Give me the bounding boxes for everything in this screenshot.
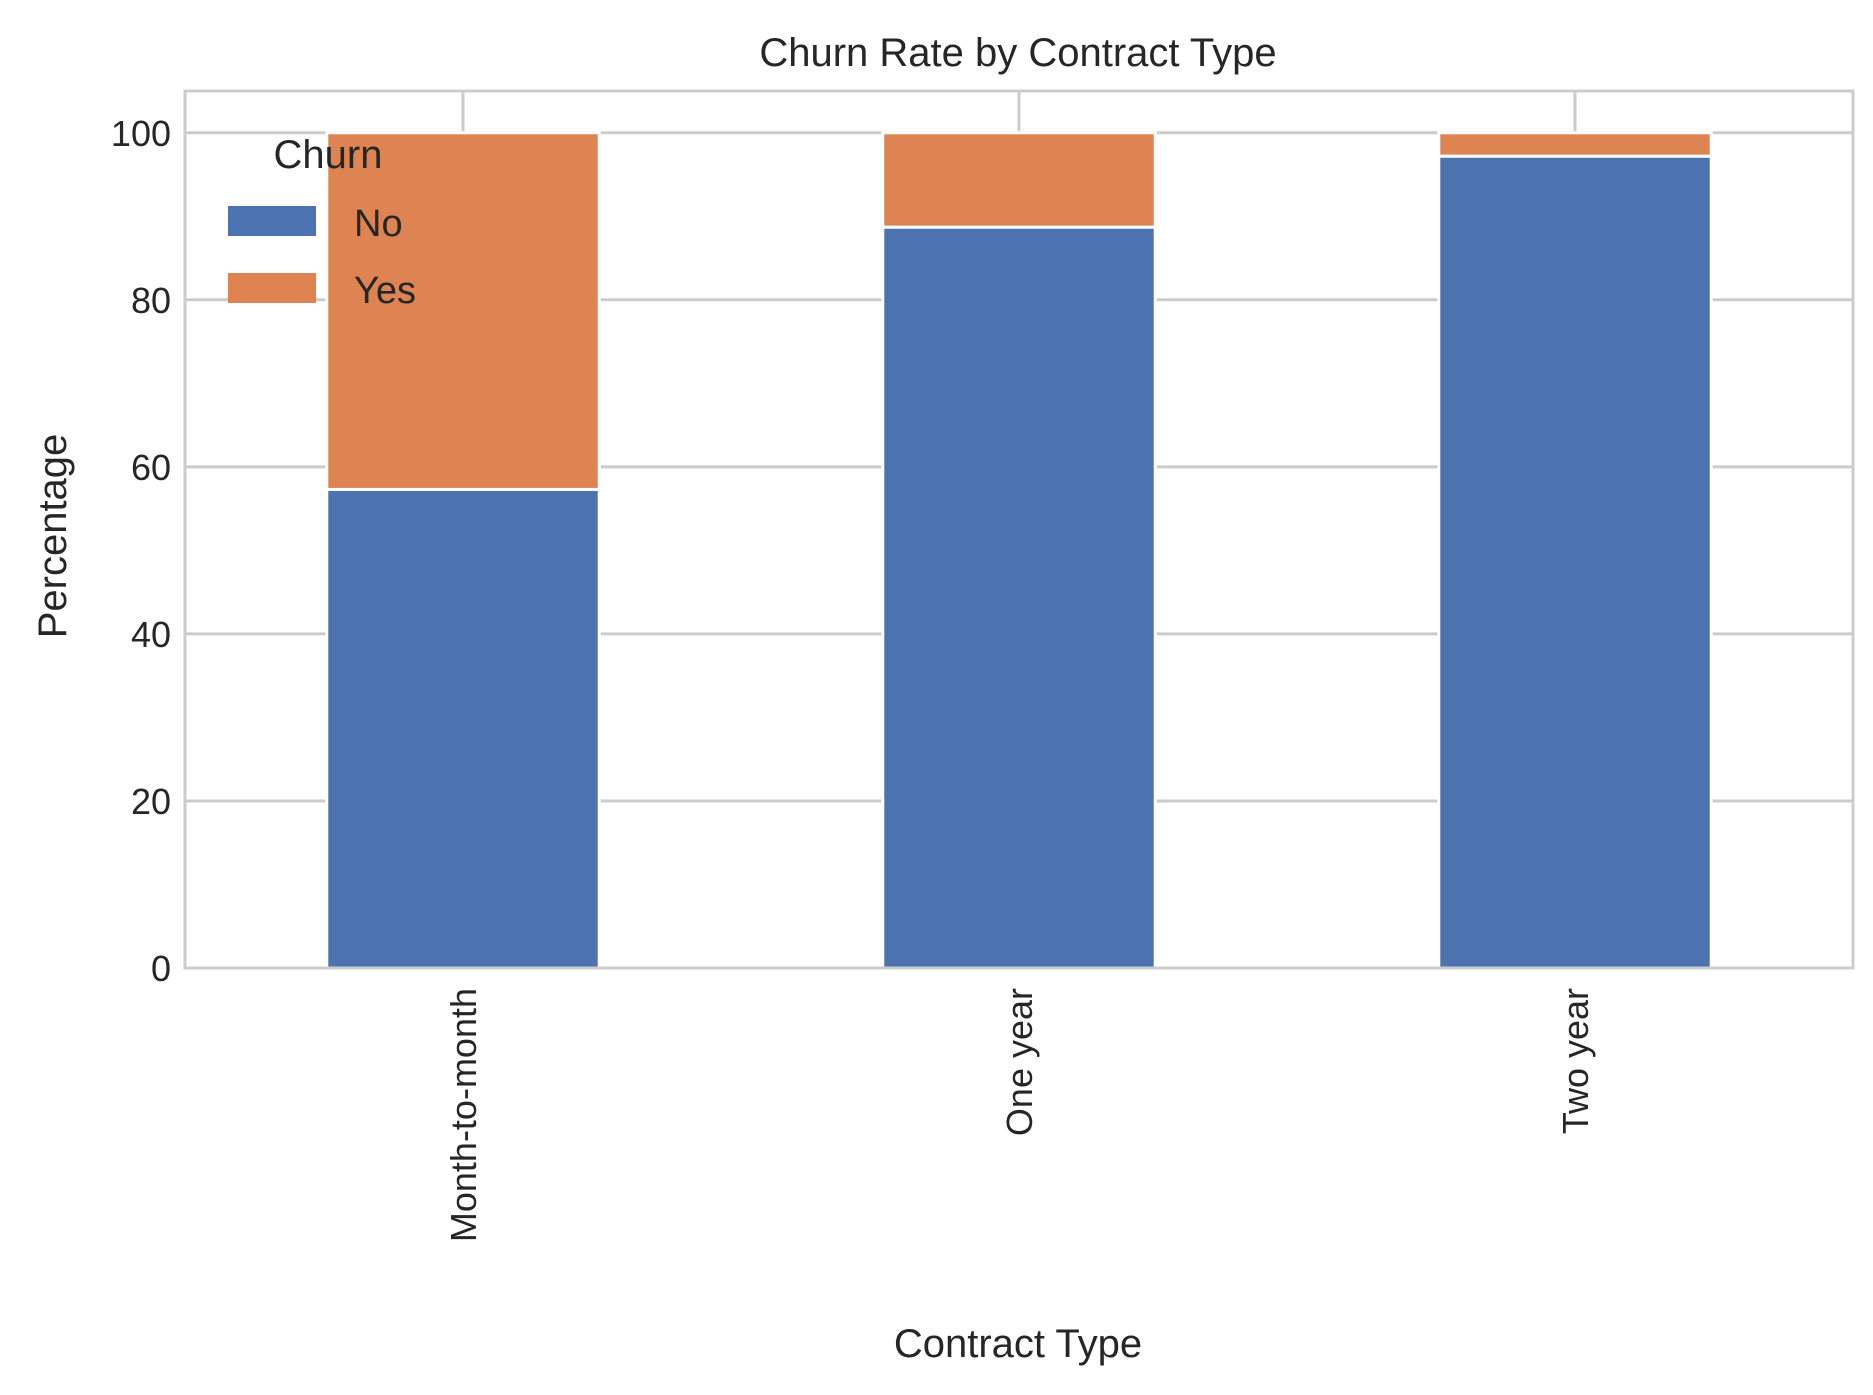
plot-frame: [183, 89, 1855, 970]
y-tick-labels: 0 20 40 60 80 100: [111, 113, 171, 989]
bar-no-2: [881, 225, 1157, 970]
legend-label-yes: Yes: [354, 270, 416, 312]
y-tick-label: 100: [111, 113, 171, 154]
legend-label-no: No: [354, 203, 403, 245]
legend-title: Churn: [274, 133, 383, 177]
y-tick-label: 40: [131, 614, 171, 655]
legend-swatch-yes: [228, 273, 316, 303]
bar-yes-2: [881, 131, 1157, 229]
x-tick-labels: Month-to-month One year Two year: [443, 988, 1596, 1242]
x-tick-label: One year: [999, 988, 1040, 1136]
y-tick-label: 80: [131, 280, 171, 321]
bar-no-3: [1437, 154, 1713, 970]
bar-yes-3: [1437, 131, 1713, 158]
y-tick-label: 60: [131, 447, 171, 488]
legend: Churn No Yes: [228, 133, 416, 312]
legend-swatch-no: [228, 206, 316, 236]
x-tick-label: Month-to-month: [443, 988, 484, 1242]
y-axis-label: Percentage: [31, 434, 75, 639]
x-tick-label: Two year: [1555, 988, 1596, 1134]
chart-title: Churn Rate by Contract Type: [759, 31, 1276, 75]
bar-no-1: [325, 487, 601, 970]
y-tick-label: 0: [151, 948, 171, 989]
bars: [325, 131, 1713, 970]
bar-yes-1: [325, 131, 601, 491]
y-tick-label: 20: [131, 781, 171, 822]
x-axis-label: Contract Type: [894, 1322, 1142, 1366]
